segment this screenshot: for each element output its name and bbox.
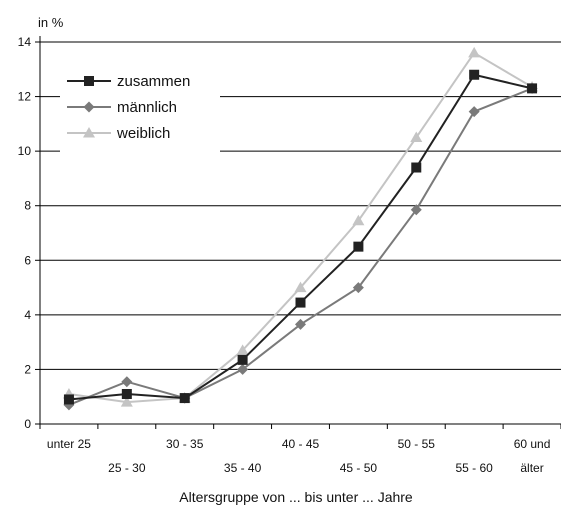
legend-label-männlich: männlich (117, 99, 177, 116)
axes (35, 36, 561, 429)
x-tick-label: 30 - 35 (166, 437, 204, 451)
data-point-männlich (237, 363, 249, 375)
data-point-weiblich (352, 214, 365, 226)
y-axis-label: in % (38, 15, 64, 30)
series-lines (62, 46, 539, 411)
data-point-weiblich (410, 131, 423, 142)
data-point-zusammen (121, 388, 132, 399)
data-point-weiblich (468, 46, 481, 58)
data-point-weiblich (236, 344, 249, 355)
x-tick-label: 60 und (514, 437, 551, 451)
x-tick-label: älter (520, 461, 543, 475)
data-point-männlich (410, 204, 422, 216)
data-point-zusammen (411, 162, 422, 173)
x-tick-labels: unter 25 25 - 30 30 - 35 35 - 40 40 - 45 45 -… (47, 437, 550, 475)
x-tick-label: 40 - 45 (282, 437, 320, 451)
legend-marker-weiblich (83, 127, 95, 138)
legend-marker-zusammen (84, 76, 94, 86)
y-tick-label: 2 (24, 362, 31, 376)
y-tick-label: 6 (24, 253, 31, 267)
data-point-zusammen (295, 297, 306, 308)
data-point-männlich (468, 106, 480, 118)
data-point-zusammen (237, 354, 248, 365)
data-point-zusammen (353, 241, 364, 252)
data-point-männlich (352, 282, 364, 294)
data-point-weiblich (294, 281, 307, 293)
x-tick-label: 25 - 30 (108, 461, 146, 475)
legend-label-weiblich: weiblich (116, 125, 170, 142)
y-tick-label: 0 (24, 417, 31, 431)
y-tick-label: 14 (18, 35, 32, 49)
y-tick-label: 10 (18, 144, 32, 158)
y-tick-label: 12 (18, 90, 32, 104)
data-point-weiblich (120, 396, 133, 407)
x-tick-label: 55 - 60 (455, 461, 493, 475)
data-point-zusammen (63, 394, 74, 405)
x-tick-label: 35 - 40 (224, 461, 262, 475)
data-point-zusammen (179, 393, 190, 404)
data-point-männlich (295, 318, 306, 330)
legend-marker-männlich (83, 101, 95, 113)
x-tick-label: 45 - 50 (340, 461, 378, 475)
data-point-zusammen (469, 69, 480, 80)
y-tick-labels: 0 2 4 6 8 10 12 14 (18, 35, 32, 431)
data-point-zusammen (527, 83, 538, 94)
legend-label-zusammen: zusammen (117, 73, 190, 90)
x-tick-label: unter 25 (47, 437, 91, 451)
y-tick-label: 8 (24, 199, 31, 213)
data-point-männlich (121, 376, 133, 388)
x-tick-label: 50 - 55 (398, 437, 436, 451)
x-axis-label: Altersgruppe von ... bis unter ... Jahre (179, 489, 413, 505)
legend: zusammen männlich weiblich (67, 73, 190, 142)
y-tick-label: 4 (24, 308, 31, 322)
